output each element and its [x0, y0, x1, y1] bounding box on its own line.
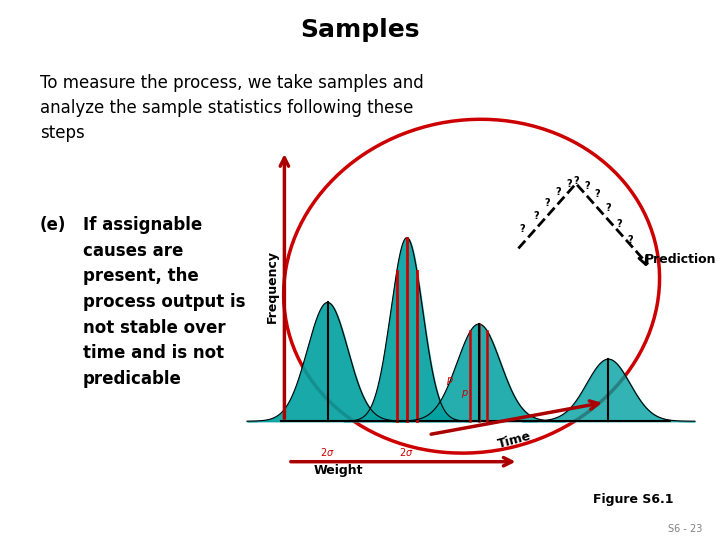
Text: Frequency: Frequency	[266, 249, 279, 323]
Text: (e): (e)	[40, 216, 66, 234]
Text: ?: ?	[616, 219, 622, 229]
Text: Figure S6.1: Figure S6.1	[593, 493, 674, 506]
Text: ?: ?	[595, 190, 600, 199]
Text: ?: ?	[566, 179, 572, 188]
Text: ?: ?	[544, 198, 550, 207]
Text: $p$: $p$	[461, 388, 468, 400]
Text: ?: ?	[519, 225, 525, 234]
Text: Time: Time	[497, 429, 533, 451]
Text: ?: ?	[534, 211, 539, 221]
Text: If assignable
causes are
present, the
process output is
not stable over
time and: If assignable causes are present, the pr…	[83, 216, 246, 388]
Text: ?: ?	[584, 181, 590, 191]
Text: $2\sigma$: $2\sigma$	[400, 446, 414, 457]
Text: ?: ?	[573, 176, 579, 186]
Text: To measure the process, we take samples and
analyze the sample statistics follow: To measure the process, we take samples …	[40, 74, 423, 142]
Text: ?: ?	[627, 235, 633, 245]
Text: Weight: Weight	[313, 464, 363, 477]
Text: $p$: $p$	[446, 375, 454, 387]
Text: Prediction: Prediction	[644, 253, 716, 266]
Text: ?: ?	[555, 187, 561, 197]
Text: S6 - 23: S6 - 23	[667, 524, 702, 534]
Text: Samples: Samples	[300, 18, 420, 42]
Text: ?: ?	[606, 203, 611, 213]
Text: $2\sigma$: $2\sigma$	[320, 446, 335, 457]
